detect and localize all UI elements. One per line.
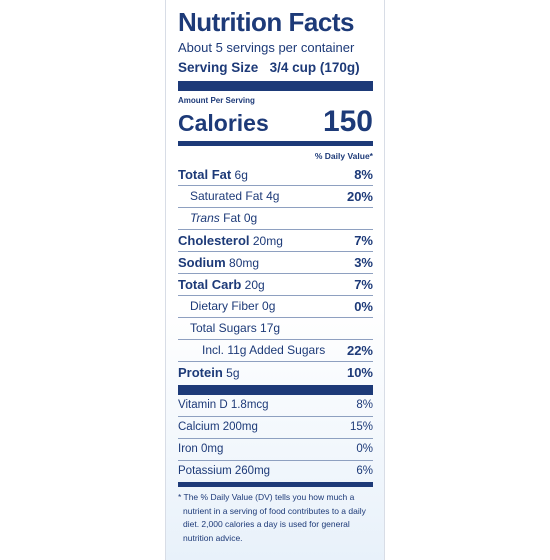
nutrient-name: Incl. 11g Added Sugars [178,340,325,361]
calories-label: Calories [178,110,269,136]
nutrient-label: Sodium [178,255,226,270]
vitamin-row: Calcium 200mg 15% [178,416,373,438]
nutrient-label: Saturated Fat [190,189,263,203]
vitamin-row: Iron 0mg 0% [178,438,373,460]
nutrient-label: Incl. 11g Added Sugars [202,343,326,357]
vitamin-label: Calcium [178,421,220,433]
nutrient-amount: 4g [266,189,280,203]
nutrient-row: Protein 5g 10% [178,361,373,383]
vitamin-name: Iron 0mg [178,439,223,460]
divider [178,81,373,91]
nutrient-amount: 0g [243,211,258,225]
vitamin-label: Potassium [178,465,232,477]
nutrient-dv: 7% [354,277,373,292]
nutrient-row: Total Fat 6g 8% [178,164,373,185]
vitamin-dv: 15% [349,421,373,433]
nutrient-amount: 17g [260,321,281,335]
nutrient-name: Protein 5g [178,362,240,383]
vitamin-dv: 8% [356,399,373,411]
divider [178,385,373,395]
calories-value: 150 [322,105,373,138]
nutrient-dv: 8% [354,167,373,182]
nutrient-amount: 20g [244,278,265,292]
title: Nutrition Facts [178,7,354,37]
nutrient-row: Sodium 80mg 3% [178,251,373,273]
vitamin-label: Iron [178,443,198,455]
nutrient-name: Total Carb 20g [178,274,265,295]
nutrient-dv: 20% [346,189,373,204]
vitamin-row: Potassium 260mg 6% [178,460,373,482]
nutrient-row: Total Sugars 17g [178,317,373,339]
vitamin-row: Vitamin D 1.8mcg 8% [178,395,373,416]
daily-value-header: % Daily Value* [314,151,373,161]
nutrient-amount: 6g [234,168,248,182]
nutrition-label: Nutrition Facts About 5 servings per con… [165,0,385,560]
vitamin-name: Calcium 200mg [178,417,258,438]
nutrient-name: Saturated Fat 4g [178,186,279,207]
nutrient-label: Fat [223,211,241,225]
vitamin-amount: 200mg [222,421,258,433]
nutrient-label: Total Sugars [190,321,257,335]
nutrient-name: Dietary Fiber 0g [178,296,275,317]
nutrient-label: Cholesterol [178,233,250,248]
nutrient-amount: 20mg [252,234,283,248]
nutrient-dv: 0% [354,299,373,314]
nutrient-name: Total Sugars 17g [178,318,280,339]
serving-size-label: Serving Size [178,60,259,75]
nutrient-row: Saturated Fat 4g 20% [178,185,373,207]
vitamin-amount: 0mg [201,443,224,455]
calories: Calories 150 [178,107,373,137]
nutrient-label: Dietary Fiber [190,299,259,313]
vitamin-name: Vitamin D 1.8mcg [178,395,269,416]
nutrient-dv: 7% [354,233,373,248]
vitamin-amount: 1.8mcg [230,399,269,411]
nutrient-row: Cholesterol 20mg 7% [178,229,373,251]
nutrient-dv: 10% [346,365,373,380]
nutrient-label: Total Carb [178,277,242,292]
vitamin-amount: 260mg [234,465,271,477]
nutrient-name: Cholesterol 20mg [178,230,283,251]
nutrient-name: Total Fat 6g [178,164,248,185]
vitamin-dv: 0% [356,443,373,455]
nutrient-list: Total Fat 6g 8% Saturated Fat 4g 20% Trans F… [178,164,373,383]
vitamin-list: Vitamin D 1.8mcg 8% Calcium 200mg 15% Iron 0… [178,395,373,482]
footnote: * The % Daily Value (DV) tells you how m… [178,492,366,543]
divider [178,482,373,487]
serving-size: Serving Size 3/4 cup (170g) [178,58,373,78]
nutrient-row: Incl. 11g Added Sugars 22% [178,339,373,361]
nutrient-dv: 3% [354,255,373,270]
nutrient-amount: 80mg [229,256,260,270]
serving-size-value: 3/4 cup (170g) [269,60,360,75]
vitamin-dv: 6% [356,465,373,477]
nutrient-label: Total Fat [178,167,232,182]
nutrient-amount: 0g [262,299,276,313]
nutrient-name: Sodium 80mg [178,252,259,273]
nutrient-dv: 22% [346,343,373,358]
divider [178,141,373,146]
nutrient-name: Trans Fat 0g [178,208,257,229]
nutrient-row: Total Carb 20g 7% [178,273,373,295]
nutrient-label-italic: Trans [190,211,220,225]
nutrient-row: Trans Fat 0g [178,207,373,229]
servings: About 5 servings per container [178,40,355,55]
amount-per-serving: Amount Per Serving [178,96,255,105]
nutrient-label: Protein [178,365,223,380]
nutrient-row: Dietary Fiber 0g 0% [178,295,373,317]
nutrient-amount: 5g [226,366,240,380]
vitamin-label: Vitamin D [178,399,228,411]
vitamin-name: Potassium 260mg [178,461,270,482]
